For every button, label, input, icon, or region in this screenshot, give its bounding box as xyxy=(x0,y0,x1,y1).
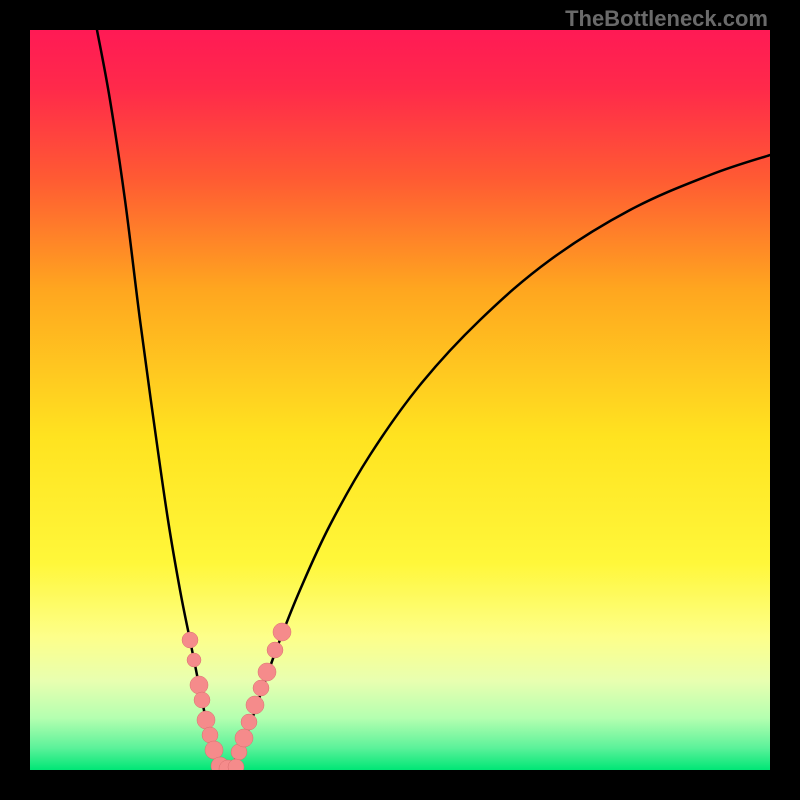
marker-left xyxy=(202,727,218,743)
plot-area xyxy=(30,30,770,770)
marker-right xyxy=(273,623,291,641)
curve-layer xyxy=(30,30,770,770)
marker-right xyxy=(258,663,276,681)
marker-left xyxy=(194,692,210,708)
marker-left xyxy=(190,676,208,694)
watermark-text: TheBottleneck.com xyxy=(565,6,768,32)
marker-right xyxy=(267,642,283,658)
chart-frame: TheBottleneck.com xyxy=(0,0,800,800)
marker-left xyxy=(197,711,215,729)
marker-right xyxy=(235,729,253,747)
left-curve xyxy=(97,30,226,770)
marker-left xyxy=(205,741,223,759)
marker-right xyxy=(241,714,257,730)
marker-right xyxy=(246,696,264,714)
marker-left xyxy=(187,653,201,667)
right-curve xyxy=(226,155,770,770)
marker-right xyxy=(253,680,269,696)
marker-left xyxy=(182,632,198,648)
